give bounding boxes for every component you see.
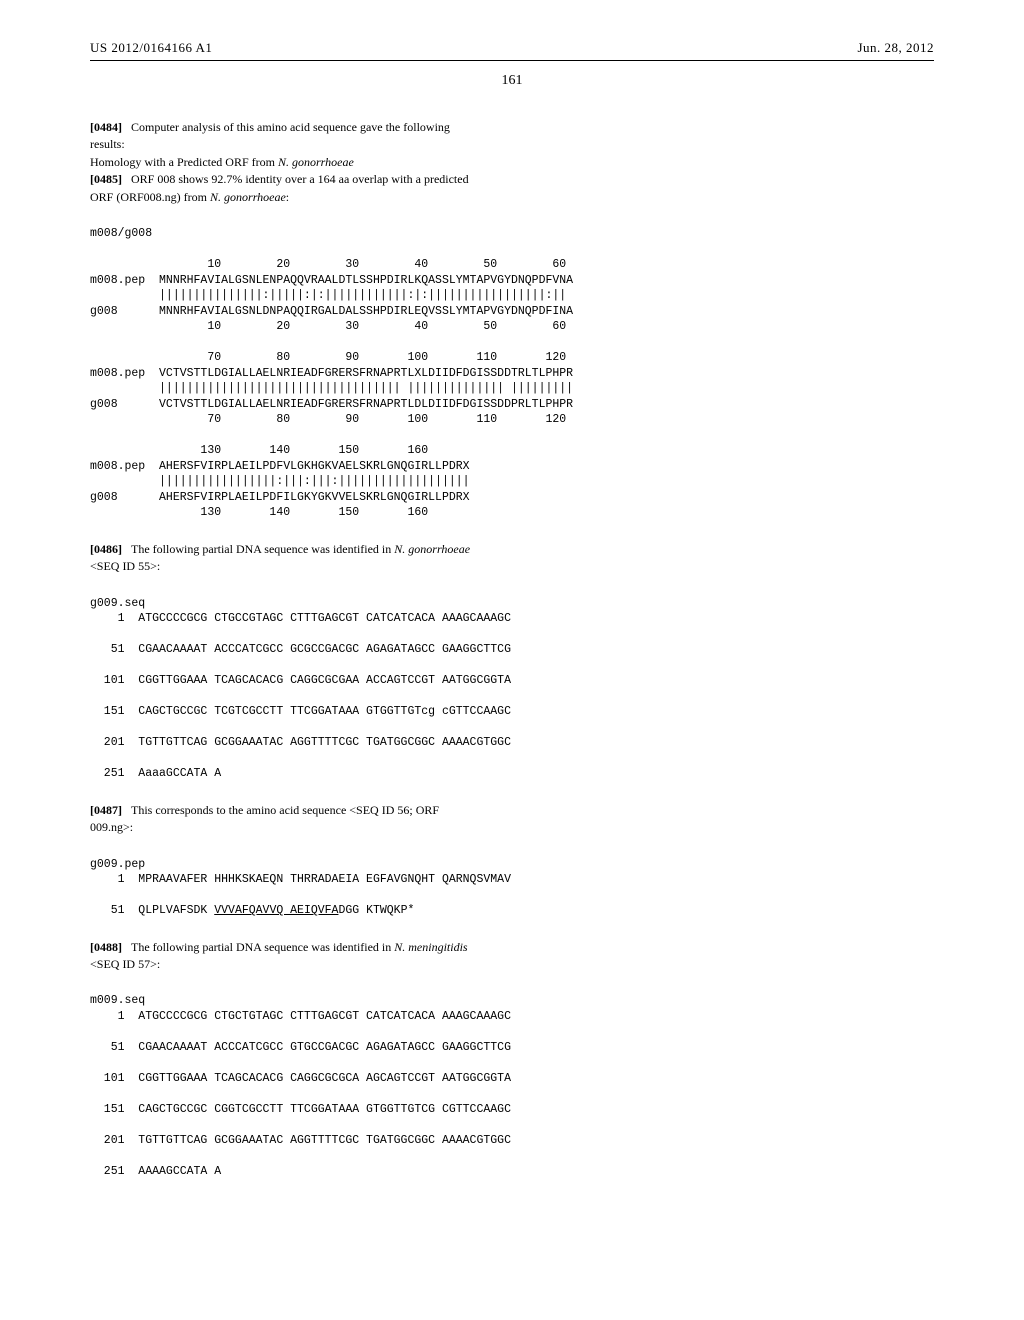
page-number: 161 [90, 73, 934, 89]
doc-number: US 2012/0164166 A1 [90, 40, 212, 56]
alignment-data: 10 20 30 40 50 60 m008.pep MNNRHFAVIALGS… [90, 258, 573, 519]
seq-line: 101 CGGTTGGAAA TCAGCACACG CAGGCGCGAA ACC… [90, 674, 511, 687]
doc-date: Jun. 28, 2012 [857, 40, 934, 56]
seq-line: 1 ATGCCCCGCG CTGCCGTAGC CTTTGAGCGT CATCA… [90, 612, 511, 625]
alignment-block: m008/g008 10 20 30 40 50 60 m008.pep MNN… [90, 226, 934, 521]
m009-seq-block: m009.seq 1 ATGCCCCGCG CTGCTGTAGC CTTTGAG… [90, 993, 934, 1179]
species-name: N. gonorrhoeae [278, 155, 354, 169]
para-num: [0484] [90, 120, 122, 134]
seq-line: 51 CGAACAAAAT ACCCATCGCC GTGCCGACGC AGAG… [90, 1041, 511, 1054]
seq-line: 251 AaaaGCCATA A [90, 767, 221, 780]
seq-title: m009.seq [90, 994, 145, 1007]
para-0484: [0484] Computer analysis of this amino a… [90, 119, 934, 206]
species-name: N. gonorrhoeae [394, 542, 470, 556]
seq-line: 51 CGAACAAAAT ACCCATCGCC GCGCCGACGC AGAG… [90, 643, 511, 656]
pep-line-pre: 51 QLPLVAFSDK [90, 904, 214, 917]
g009-seq-block: g009.seq 1 ATGCCCCGCG CTGCCGTAGC CTTTGAG… [90, 596, 934, 782]
seq-title: g009.seq [90, 597, 145, 610]
pep-title: g009.pep [90, 858, 145, 871]
para-num: [0486] [90, 542, 122, 556]
alignment-title: m008/g008 [90, 227, 152, 240]
pep-line: 1 MPRAAVAFER HHHKSKAEQN THRRADAEIA EGFAV… [90, 873, 511, 886]
seq-line: 201 TGTTGTTCAG GCGGAAATAC AGGTTTTCGC TGA… [90, 1134, 511, 1147]
para-0486: [0486] The following partial DNA sequenc… [90, 541, 934, 576]
para-0485: [0485] ORF 008 shows 92.7% identity over… [90, 171, 480, 206]
pep-line-post: DGG KTWQKP* [338, 904, 414, 917]
paragraph-text: [0487] This corresponds to the amino aci… [90, 802, 480, 837]
para-num: [0487] [90, 803, 122, 817]
seq-line: 151 CAGCTGCCGC CGGTCGCCTT TTCGGATAAA GTG… [90, 1103, 511, 1116]
seq-line: 1 ATGCCCCGCG CTGCTGTAGC CTTTGAGCGT CATCA… [90, 1010, 511, 1023]
para-num: [0485] [90, 172, 122, 186]
para-num: [0488] [90, 940, 122, 954]
species-name: N. gonorrhoeae [210, 190, 286, 204]
homology-title: Homology with a Predicted ORF from N. go… [90, 154, 480, 171]
seq-line: 251 AAAAGCCATA A [90, 1165, 221, 1178]
species-name: N. meningitidis [394, 940, 467, 954]
para-0487: [0487] This corresponds to the amino aci… [90, 802, 934, 837]
para-body: Computer analysis of this amino acid seq… [90, 120, 450, 151]
paragraph-text: [0484] Computer analysis of this amino a… [90, 119, 480, 154]
para-0488: [0488] The following partial DNA sequenc… [90, 939, 934, 974]
paragraph-text: [0486] The following partial DNA sequenc… [90, 541, 480, 576]
paragraph-text: [0488] The following partial DNA sequenc… [90, 939, 480, 974]
seq-line: 201 TGTTGTTCAG GCGGAAATAC AGGTTTTCGC TGA… [90, 736, 511, 749]
pep-underline: VVVAFQAVVQ AEIQVFA [214, 904, 338, 917]
g009-pep-block: g009.pep 1 MPRAAVAFER HHHKSKAEQN THRRADA… [90, 857, 934, 919]
seq-line: 101 CGGTTGGAAA TCAGCACACG CAGGCGCGCA AGC… [90, 1072, 511, 1085]
page-header: US 2012/0164166 A1 Jun. 28, 2012 [90, 40, 934, 61]
seq-line: 151 CAGCTGCCGC TCGTCGCCTT TTCGGATAAA GTG… [90, 705, 511, 718]
